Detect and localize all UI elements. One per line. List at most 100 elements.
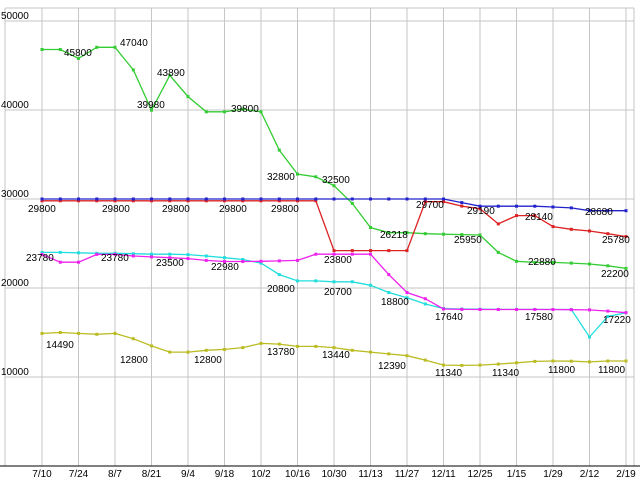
series-red-marker	[460, 204, 464, 208]
data-point-label: 23780	[101, 253, 129, 264]
series-red-marker	[606, 232, 610, 236]
data-point-label: 32500	[322, 175, 350, 186]
x-axis-tick-label: 11/13	[358, 469, 383, 480]
series-red-marker	[332, 249, 336, 253]
series-green-marker	[259, 110, 263, 114]
series-cyan-marker	[387, 291, 391, 294]
series-green-marker	[58, 48, 62, 51]
data-point-label: 29800	[102, 204, 130, 215]
series-blue-marker	[277, 197, 281, 201]
series-green-marker	[588, 262, 591, 266]
data-point-label: 22200	[601, 269, 629, 280]
data-point-label: 22980	[211, 262, 239, 273]
series-cyan-marker	[423, 302, 427, 306]
series-blue-marker	[533, 204, 537, 208]
series-cyan-marker	[405, 296, 409, 300]
data-point-label: 14490	[46, 340, 74, 351]
series-cyan-marker	[296, 279, 299, 283]
series-cyan-marker	[186, 253, 190, 257]
data-point-label: 17580	[525, 312, 553, 323]
series-blue-marker	[551, 205, 555, 209]
series-red-marker	[241, 199, 245, 203]
series-blue-marker	[496, 204, 500, 208]
series-olive-marker	[350, 348, 354, 352]
series-cyan-marker	[204, 254, 208, 258]
series-red-marker	[168, 199, 172, 203]
series-red-marker	[204, 199, 208, 203]
x-axis-tick-label: 1/29	[543, 469, 563, 480]
series-magenta-marker	[314, 252, 318, 256]
y-axis-tick-label: 30000	[1, 189, 29, 200]
series-magenta-marker	[259, 259, 263, 263]
series-magenta-marker	[186, 257, 190, 261]
series-blue-marker	[515, 204, 518, 208]
data-point-label: 47040	[120, 38, 148, 49]
data-point-label: 12800	[120, 355, 148, 366]
series-red-marker	[496, 222, 500, 226]
series-cyan-marker	[332, 280, 336, 284]
series-olive-marker	[606, 359, 610, 363]
series-green-marker	[168, 73, 172, 77]
series-cyan-marker	[606, 315, 610, 318]
series-blue-marker	[259, 197, 263, 201]
series-magenta-marker	[150, 255, 153, 259]
data-point-label: 26218	[380, 230, 408, 241]
data-point-label: 18800	[381, 297, 409, 308]
series-green-marker	[551, 260, 555, 264]
series-cyan-marker	[223, 256, 226, 260]
series-magenta-marker	[77, 260, 80, 264]
data-point-label: 32800	[267, 172, 295, 183]
series-green-marker	[496, 250, 500, 254]
series-magenta-marker	[515, 308, 518, 311]
series-blue-marker	[405, 197, 409, 201]
data-point-label: 11340	[435, 368, 463, 379]
series-olive-marker	[533, 359, 537, 363]
series-green-marker	[223, 110, 226, 114]
x-axis-tick-label: 2/19	[616, 469, 636, 480]
series-olive-marker	[332, 346, 336, 350]
series-green-marker	[606, 264, 610, 268]
series-magenta-marker	[460, 307, 464, 311]
data-point-label: 29800	[271, 204, 299, 215]
series-magenta-marker	[624, 311, 628, 315]
series-olive-marker	[496, 362, 500, 366]
series-olive-marker	[77, 331, 80, 335]
series-olive-marker	[223, 347, 226, 351]
series-green-marker	[423, 232, 427, 236]
series-magenta-marker	[369, 252, 372, 256]
series-blue-marker	[223, 197, 226, 201]
series-magenta-marker	[58, 260, 62, 264]
data-point-label: 29800	[162, 204, 190, 215]
series-blue-marker	[332, 197, 336, 201]
series-blue-marker	[588, 209, 591, 213]
series-red-marker	[442, 200, 445, 204]
series-red-marker	[551, 225, 555, 229]
series-red-marker	[478, 207, 482, 211]
series-red-marker	[131, 199, 135, 203]
x-axis-tick-label: 11/27	[395, 469, 420, 480]
series-magenta-marker	[478, 308, 482, 311]
series-blue-marker	[241, 197, 245, 201]
series-red-marker	[624, 235, 628, 239]
series-green-marker	[515, 259, 518, 263]
series-olive-marker	[405, 354, 409, 358]
series-red-marker	[314, 199, 318, 203]
series-olive-marker	[40, 331, 44, 335]
series-blue-marker	[606, 209, 610, 213]
series-olive-marker	[569, 359, 573, 363]
series-red-marker	[533, 214, 537, 218]
series-blue-marker	[40, 197, 44, 201]
series-cyan-marker	[350, 280, 354, 284]
series-blue-marker	[387, 197, 391, 201]
data-point-label: 39980	[137, 100, 165, 111]
series-cyan-marker	[241, 258, 245, 261]
data-point-label: 43890	[157, 68, 185, 79]
x-axis-tick-label: 10/2	[251, 469, 271, 480]
data-point-label: 20800	[267, 284, 295, 295]
series-cyan-marker	[58, 250, 62, 254]
data-point-label: 23780	[26, 253, 54, 264]
series-green-marker	[332, 184, 336, 188]
x-axis-tick-label: 12/11	[431, 469, 456, 480]
series-magenta-marker	[95, 252, 99, 256]
